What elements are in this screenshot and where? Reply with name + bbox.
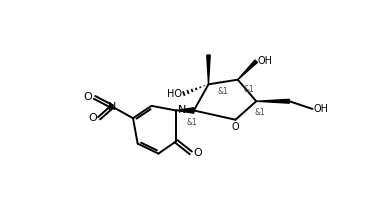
Text: N: N — [108, 102, 116, 112]
Text: &1: &1 — [218, 87, 229, 97]
Polygon shape — [256, 99, 289, 103]
Polygon shape — [207, 55, 210, 84]
Text: N: N — [178, 105, 186, 116]
Text: O: O — [193, 148, 202, 158]
Text: &1: &1 — [187, 118, 198, 127]
Text: O: O — [88, 113, 97, 123]
Text: OH: OH — [314, 104, 329, 114]
Polygon shape — [238, 60, 257, 80]
Text: HO: HO — [167, 88, 182, 99]
Text: O: O — [83, 92, 92, 102]
Text: &1: &1 — [255, 108, 265, 117]
Text: O: O — [232, 122, 239, 132]
Polygon shape — [176, 108, 194, 113]
Text: &1: &1 — [243, 85, 254, 94]
Text: OH: OH — [258, 56, 273, 66]
